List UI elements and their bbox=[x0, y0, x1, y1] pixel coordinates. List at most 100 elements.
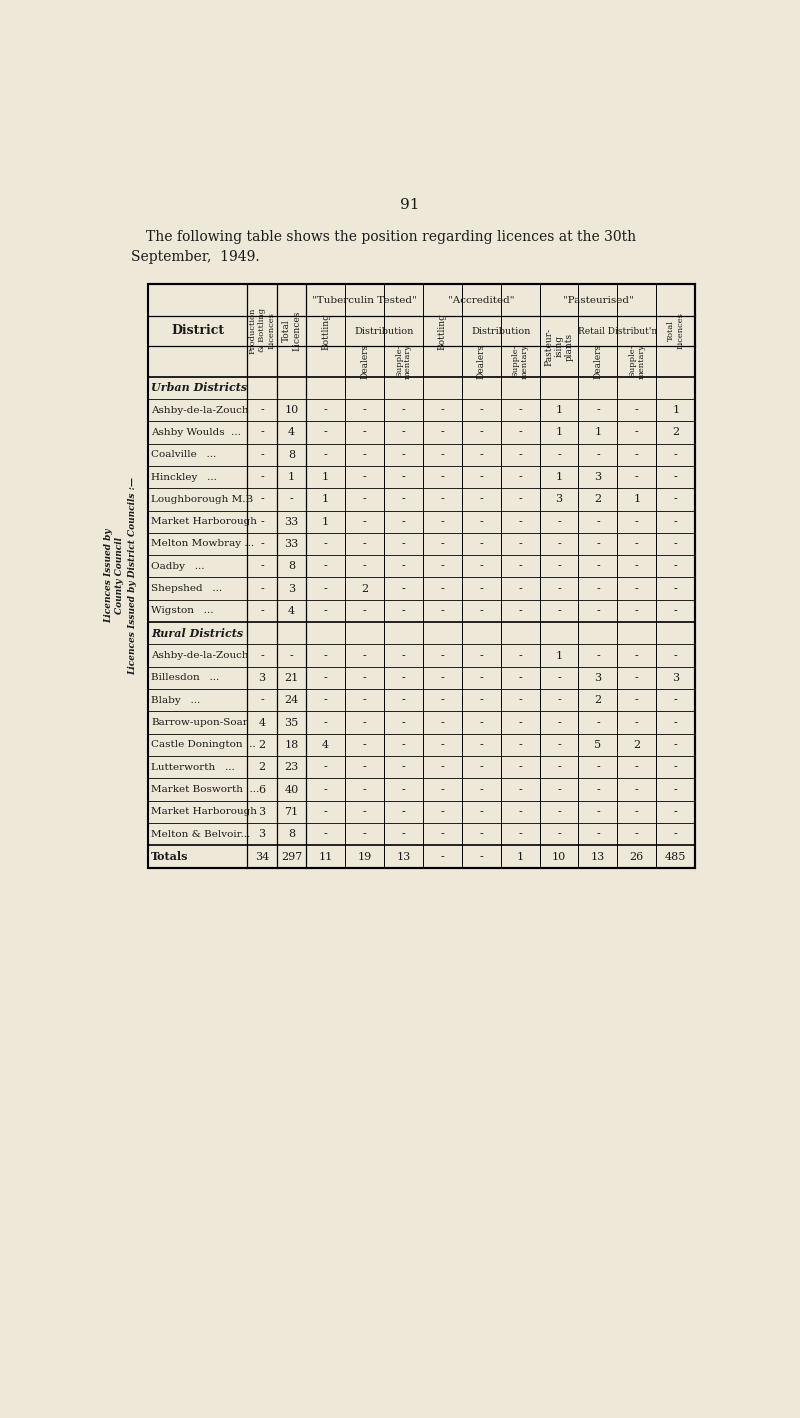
Text: 6: 6 bbox=[258, 784, 266, 794]
Text: -: - bbox=[635, 651, 638, 661]
Text: -: - bbox=[362, 562, 366, 571]
Text: -: - bbox=[674, 584, 678, 594]
Text: -: - bbox=[635, 830, 638, 839]
Text: -: - bbox=[362, 472, 366, 482]
Text: 13: 13 bbox=[591, 852, 605, 862]
Text: -: - bbox=[596, 763, 600, 773]
Text: 3: 3 bbox=[594, 472, 602, 482]
Text: Retail Distribut'n: Retail Distribut'n bbox=[578, 326, 657, 336]
Text: -: - bbox=[518, 807, 522, 817]
Text: Dealers: Dealers bbox=[594, 343, 602, 379]
Text: Licences Issued by District Councils :—: Licences Issued by District Councils :— bbox=[128, 476, 137, 675]
Text: 91: 91 bbox=[400, 197, 420, 211]
Text: Castle Donington ...: Castle Donington ... bbox=[151, 740, 256, 750]
Text: -: - bbox=[635, 539, 638, 549]
Text: Production
& Bottling
Licences: Production & Bottling Licences bbox=[249, 308, 275, 353]
Text: -: - bbox=[518, 695, 522, 705]
Text: Oadby   ...: Oadby ... bbox=[151, 562, 205, 571]
Text: -: - bbox=[324, 807, 327, 817]
Text: -: - bbox=[674, 495, 678, 505]
Text: -: - bbox=[402, 674, 406, 683]
Text: -: - bbox=[324, 695, 327, 705]
Text: -: - bbox=[596, 830, 600, 839]
Text: -: - bbox=[324, 830, 327, 839]
Text: -: - bbox=[596, 516, 600, 526]
Text: 1: 1 bbox=[555, 472, 562, 482]
Text: -: - bbox=[324, 784, 327, 794]
Text: -: - bbox=[362, 539, 366, 549]
Text: Urban Districts: Urban Districts bbox=[151, 383, 247, 393]
Text: -: - bbox=[441, 852, 444, 862]
Text: 3: 3 bbox=[288, 584, 295, 594]
Text: -: - bbox=[557, 674, 561, 683]
Text: -: - bbox=[441, 406, 444, 415]
Text: -: - bbox=[635, 763, 638, 773]
Text: -: - bbox=[635, 450, 638, 459]
Text: -: - bbox=[557, 562, 561, 571]
Text: -: - bbox=[518, 651, 522, 661]
Text: -: - bbox=[260, 651, 264, 661]
Text: -: - bbox=[402, 695, 406, 705]
Text: -: - bbox=[324, 584, 327, 594]
Text: Totals: Totals bbox=[151, 851, 189, 862]
Text: 26: 26 bbox=[630, 852, 644, 862]
Text: -: - bbox=[479, 830, 483, 839]
Text: -: - bbox=[260, 605, 264, 615]
Text: -: - bbox=[402, 516, 406, 526]
Text: September,  1949.: September, 1949. bbox=[131, 250, 260, 264]
Text: -: - bbox=[557, 605, 561, 615]
Text: -: - bbox=[362, 763, 366, 773]
Text: 13: 13 bbox=[396, 852, 410, 862]
Text: -: - bbox=[441, 830, 444, 839]
Text: -: - bbox=[260, 427, 264, 437]
Text: -: - bbox=[479, 427, 483, 437]
Text: 8: 8 bbox=[288, 562, 295, 571]
Text: 2: 2 bbox=[634, 740, 641, 750]
Text: -: - bbox=[518, 472, 522, 482]
Text: 5: 5 bbox=[594, 740, 602, 750]
Text: -: - bbox=[479, 718, 483, 727]
Text: -: - bbox=[557, 450, 561, 459]
Text: Barrow-upon-Soar: Barrow-upon-Soar bbox=[151, 718, 248, 727]
Text: -: - bbox=[596, 605, 600, 615]
Text: 1: 1 bbox=[672, 406, 679, 415]
Text: 3: 3 bbox=[594, 674, 602, 683]
Text: 3: 3 bbox=[258, 674, 266, 683]
Text: -: - bbox=[324, 763, 327, 773]
Text: -: - bbox=[596, 562, 600, 571]
Text: -: - bbox=[479, 495, 483, 505]
Text: -: - bbox=[362, 784, 366, 794]
Text: -: - bbox=[518, 674, 522, 683]
Text: -: - bbox=[596, 651, 600, 661]
Text: -: - bbox=[557, 584, 561, 594]
Text: -: - bbox=[441, 763, 444, 773]
Text: -: - bbox=[596, 539, 600, 549]
Text: -: - bbox=[635, 695, 638, 705]
Text: -: - bbox=[402, 784, 406, 794]
Text: -: - bbox=[441, 807, 444, 817]
Text: 35: 35 bbox=[284, 718, 298, 727]
Text: -: - bbox=[324, 718, 327, 727]
Text: -: - bbox=[674, 763, 678, 773]
Text: -: - bbox=[557, 763, 561, 773]
Text: -: - bbox=[402, 718, 406, 727]
Text: -: - bbox=[518, 450, 522, 459]
Text: 8: 8 bbox=[288, 830, 295, 839]
Text: 3: 3 bbox=[555, 495, 562, 505]
Text: 1: 1 bbox=[517, 852, 524, 862]
Text: 2: 2 bbox=[258, 763, 266, 773]
Text: -: - bbox=[402, 651, 406, 661]
Text: -: - bbox=[674, 562, 678, 571]
Text: -: - bbox=[362, 427, 366, 437]
Text: 1: 1 bbox=[634, 495, 641, 505]
Text: -: - bbox=[290, 495, 294, 505]
Text: 1: 1 bbox=[594, 427, 602, 437]
Text: 4: 4 bbox=[288, 605, 295, 615]
Text: Supple-
mentary: Supple- mentary bbox=[628, 343, 646, 379]
Text: -: - bbox=[635, 516, 638, 526]
Text: -: - bbox=[674, 605, 678, 615]
Text: -: - bbox=[402, 740, 406, 750]
Text: -: - bbox=[362, 674, 366, 683]
Text: -: - bbox=[402, 830, 406, 839]
Text: Total
Licences: Total Licences bbox=[667, 312, 684, 349]
